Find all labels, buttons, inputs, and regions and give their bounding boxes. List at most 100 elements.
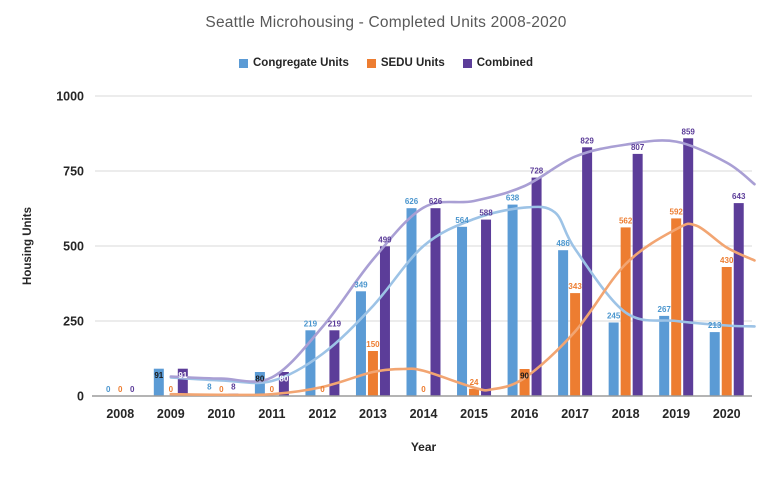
bar-label-congregate-2018: 245: [607, 312, 621, 321]
bar-congregate-2016: [507, 204, 518, 396]
x-tick-label-2017: 2017: [561, 407, 589, 421]
bar-combined-2013: [379, 246, 390, 396]
bar-label-congregate-2011: 80: [255, 375, 264, 384]
bar-congregate-2009: [153, 368, 164, 396]
x-tick-label-2010: 2010: [207, 407, 235, 421]
x-tick-label-2013: 2013: [359, 407, 387, 421]
bar-combined-2017: [582, 147, 593, 396]
x-tick-label-2008: 2008: [106, 407, 134, 421]
bar-sedu-2015: [469, 388, 480, 396]
bar-label-congregate-2015: 564: [455, 216, 469, 225]
bar-sedu-2016: [519, 369, 530, 396]
bar-congregate-2017: [558, 250, 569, 396]
bar-label-sedu-2014: 0: [421, 385, 426, 394]
bar-combined-2012: [329, 330, 340, 396]
legend: Congregate Units SEDU Units Combined: [0, 57, 772, 69]
bar-combined-2009: [177, 368, 188, 396]
x-tick-label-2015: 2015: [460, 407, 488, 421]
y-tick-label: 250: [63, 315, 84, 329]
bar-label-congregate-2017: 486: [556, 239, 570, 248]
bar-label-combined-2013: 499: [378, 235, 392, 244]
bar-combined-2015: [481, 219, 492, 396]
bar-label-sedu-2017: 343: [568, 282, 582, 291]
y-tick-label: 0: [77, 390, 84, 404]
bar-label-combined-2008: 0: [130, 385, 135, 394]
bar-label-sedu-2019: 592: [670, 207, 684, 216]
legend-item-congregate: Congregate Units: [239, 57, 349, 69]
bar-label-congregate-2020: 213: [708, 321, 722, 330]
bar-congregate-2020: [709, 332, 720, 396]
y-tick-label: 1000: [56, 90, 84, 104]
bar-label-combined-2020: 643: [732, 192, 746, 201]
bar-sedu-2020: [721, 267, 732, 396]
bar-label-sedu-2010: 0: [219, 385, 224, 394]
trendline-combined: [169, 139, 756, 383]
bar-sedu-2019: [671, 218, 682, 396]
bar-label-congregate-2010: 8: [207, 383, 212, 392]
bar-label-combined-2009: 91: [178, 371, 187, 380]
bar-label-combined-2017: 829: [580, 136, 594, 145]
x-tick-label-2016: 2016: [511, 407, 539, 421]
bar-label-combined-2011: 80: [279, 375, 288, 384]
legend-item-sedu: SEDU Units: [366, 57, 445, 69]
legend-label-sedu: SEDU Units: [380, 57, 445, 69]
x-tick-label-2012: 2012: [309, 407, 337, 421]
bar-label-sedu-2020: 430: [720, 256, 734, 265]
y-tick-label: 500: [63, 240, 84, 254]
bar-label-combined-2016: 728: [530, 167, 544, 176]
bar-label-sedu-2012: 0: [320, 385, 325, 394]
bar-label-congregate-2013: 349: [354, 280, 368, 289]
bar-combined-2019: [683, 138, 694, 397]
bar-label-sedu-2008: 0: [118, 385, 123, 394]
legend-item-combined: Combined: [462, 57, 533, 69]
bar-combined-2020: [733, 203, 744, 396]
bar-label-congregate-2008: 0: [106, 385, 111, 394]
bar-combined-2018: [632, 153, 643, 396]
bar-sedu-2013: [367, 351, 378, 396]
x-tick-label-2014: 2014: [410, 407, 438, 421]
bar-combined-2014: [430, 208, 441, 396]
x-tick-label-2019: 2019: [662, 407, 690, 421]
x-tick-label-2011: 2011: [258, 407, 285, 421]
bar-label-combined-2010: 8: [231, 383, 236, 392]
bar-label-combined-2018: 807: [631, 143, 645, 152]
congregate-swatch-icon: [239, 58, 248, 68]
y-tick-label: 750: [63, 165, 84, 179]
x-tick-label-2020: 2020: [713, 407, 741, 421]
bar-congregate-2013: [355, 291, 366, 396]
bar-label-congregate-2012: 219: [304, 319, 318, 328]
x-tick-label-2018: 2018: [612, 407, 640, 421]
bar-congregate-2014: [406, 208, 417, 396]
trendline-sedu: [169, 222, 756, 397]
bar-congregate-2018: [608, 322, 619, 396]
bar-label-sedu-2009: 0: [169, 385, 174, 394]
bar-label-congregate-2019: 267: [658, 305, 672, 314]
bar-label-congregate-2014: 626: [405, 197, 419, 206]
x-tick-label-2009: 2009: [157, 407, 185, 421]
sedu-swatch-icon: [366, 58, 376, 68]
bar-label-combined-2015: 588: [479, 209, 493, 218]
bar-congregate-2015: [457, 226, 468, 396]
bar-label-sedu-2018: 562: [619, 216, 633, 225]
bar-label-congregate-2016: 638: [506, 194, 520, 203]
bar-label-sedu-2011: 0: [270, 385, 275, 394]
bar-combined-2016: [531, 177, 542, 396]
bar-label-combined-2019: 859: [682, 127, 696, 136]
bar-label-sedu-2013: 150: [366, 340, 380, 349]
legend-label-combined: Combined: [476, 57, 533, 69]
x-axis-title: Year: [410, 440, 437, 454]
trendline-congregate: [169, 205, 756, 385]
combined-swatch-icon: [462, 58, 472, 68]
bar-label-combined-2012: 219: [328, 319, 342, 328]
bar-label-sedu-2015: 24: [470, 378, 479, 387]
bar-label-congregate-2009: 91: [154, 371, 163, 380]
legend-label-congregate: Congregate Units: [253, 57, 349, 69]
bar-label-combined-2014: 626: [429, 197, 443, 206]
bar-label-sedu-2016: 90: [520, 372, 529, 381]
bar-combined-2011: [278, 372, 289, 396]
bar-sedu-2017: [570, 293, 581, 396]
chart-title: Seattle Microhousing - Completed Units 2…: [205, 14, 567, 31]
bar-congregate-2019: [659, 315, 670, 396]
